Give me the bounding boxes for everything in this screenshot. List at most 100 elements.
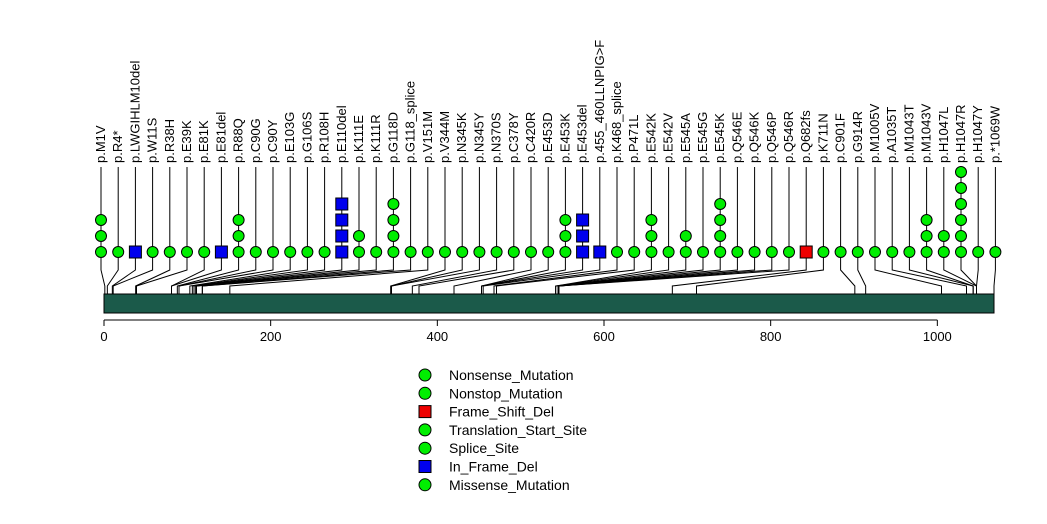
mutation-marker-square xyxy=(128,245,142,259)
mutation-marker-circle xyxy=(920,246,933,258)
mutation-label: p.K111E xyxy=(351,115,366,163)
mutation-marker-circle xyxy=(920,230,933,242)
mutation-marker-circle xyxy=(387,214,400,226)
mutation-label: p.455_460LLNPIG>F xyxy=(592,40,607,163)
mutation-label: p.H1047Y xyxy=(970,105,985,163)
mutation-marker-circle xyxy=(628,246,641,258)
mutation-marker-circle xyxy=(972,246,985,258)
mutation-label: p.N345Y xyxy=(471,112,486,163)
legend-swatch xyxy=(418,368,432,382)
mutation-label: p.E542V xyxy=(661,113,676,163)
mutation-label: p.E545G xyxy=(695,112,710,163)
mutation-label: p.G106S xyxy=(299,111,314,163)
x-tick-label: 1000 xyxy=(923,329,952,344)
mutation-label: p.*1069W xyxy=(987,105,1002,163)
mutation-label: p.E453K xyxy=(557,113,572,163)
mutation-marker-circle xyxy=(404,246,417,258)
mutation-label: p.C90G xyxy=(248,118,263,163)
mutation-marker-circle xyxy=(249,246,262,258)
mutation-marker-square xyxy=(335,229,349,243)
mutation-label: p.Q546P xyxy=(764,112,779,163)
mutation-marker-circle xyxy=(112,246,125,258)
mutation-label: p.G118_splice xyxy=(403,81,418,163)
legend: Nonsense_Mutation Nonstop_Mutation Frame_S… xyxy=(418,367,587,493)
legend-label: In_Frame_Del xyxy=(449,459,538,475)
mutation-marker-square xyxy=(576,229,590,243)
mutation-marker-circle xyxy=(851,246,864,258)
mutation-label: p.N345K xyxy=(454,112,469,163)
mutation-marker-circle xyxy=(95,246,107,258)
legend-label: Translation_Start_Site xyxy=(449,422,587,438)
mutation-marker-circle xyxy=(267,246,279,258)
mutation-label: p.R4* xyxy=(110,130,125,163)
mutation-marker-square xyxy=(593,245,607,259)
mutation-marker-circle xyxy=(955,166,967,178)
legend-swatch xyxy=(418,423,432,437)
mutation-marker-square xyxy=(799,245,813,259)
mutation-label: p.P471L xyxy=(626,115,641,163)
mutation-label: p.M1043T xyxy=(901,104,916,163)
mutation-marker-circle xyxy=(955,214,967,226)
protein-domain-bar xyxy=(103,293,995,314)
x-tick-label: 600 xyxy=(593,329,615,344)
mutation-label: p.E453del xyxy=(575,104,590,163)
mutation-marker-circle xyxy=(645,230,658,242)
x-tick-label: 200 xyxy=(260,329,282,344)
legend-label: Missense_Mutation xyxy=(449,477,570,493)
mutation-marker-circle xyxy=(95,214,107,226)
mutation-marker-circle xyxy=(989,246,1002,258)
mutation-marker-circle xyxy=(834,246,847,258)
mutation-marker-circle xyxy=(456,246,469,258)
mutation-label: p.M1005V xyxy=(867,103,882,163)
mutation-label: p.W11S xyxy=(145,117,160,163)
mutation-marker-circle xyxy=(679,230,692,242)
mutation-marker-square xyxy=(335,213,349,227)
mutation-label: p.E545K xyxy=(712,113,727,163)
mutation-marker-circle xyxy=(955,198,967,210)
mutation-label: p.C901F xyxy=(833,113,848,163)
mutation-marker-circle xyxy=(387,198,400,210)
mutation-label: p.E542K xyxy=(643,113,658,163)
mutation-marker-circle xyxy=(181,246,193,258)
mutation-marker-circle xyxy=(662,246,675,258)
mutation-marker-circle xyxy=(507,246,520,258)
mutation-marker-circle xyxy=(473,246,486,258)
mutation-label: p.M1V xyxy=(93,125,108,163)
mutation-marker-circle xyxy=(817,246,830,258)
mutation-label: p.C90Y xyxy=(265,119,280,163)
mutation-label: p.A1035T xyxy=(884,107,899,163)
mutation-marker-circle xyxy=(542,246,555,258)
mutation-marker-circle xyxy=(318,246,331,258)
mutation-label: p.K468_splice xyxy=(609,81,624,163)
mutation-label: p.Q546R xyxy=(781,111,796,163)
mutation-marker-circle xyxy=(301,246,314,258)
mutation-labels: p.M1V p.R4* p.LWGIHLM10del p.W11S p.R38H p.E3… xyxy=(93,40,1002,163)
mutation-marker-circle xyxy=(679,246,692,258)
legend-label: Nonstop_Mutation xyxy=(449,385,563,401)
mutation-label: p.C378Y xyxy=(506,112,521,163)
mutation-label: p.R88Q xyxy=(231,118,246,163)
mutation-marker-circle xyxy=(869,246,881,258)
mutation-marker-square xyxy=(335,245,349,259)
mutation-marker-square xyxy=(214,245,228,259)
mutation-label: p.E81K xyxy=(196,120,211,163)
mutation-marker-circle xyxy=(886,246,899,258)
legend-label: Nonsense_Mutation xyxy=(449,367,574,383)
mutation-marker-square xyxy=(576,213,590,227)
mutation-marker-circle xyxy=(920,214,933,226)
mutation-marker-circle xyxy=(284,246,297,258)
mutation-marker-circle xyxy=(559,246,572,258)
mutation-marker-circle xyxy=(232,214,245,226)
mutation-marker-square xyxy=(576,245,590,259)
mutation-marker-circle xyxy=(353,230,365,242)
mutation-marker-circle xyxy=(439,246,451,258)
mutation-label: p.G118D xyxy=(385,112,400,163)
legend-label: Splice_Site xyxy=(449,440,519,456)
mutation-marker-square xyxy=(335,197,349,211)
mutation-markers xyxy=(95,166,1002,259)
mutation-label: p.Q546K xyxy=(747,111,762,163)
mutation-label: p.V344M xyxy=(437,111,452,163)
mutation-label: p.V151M xyxy=(420,111,435,163)
mutation-marker-circle xyxy=(748,246,761,258)
